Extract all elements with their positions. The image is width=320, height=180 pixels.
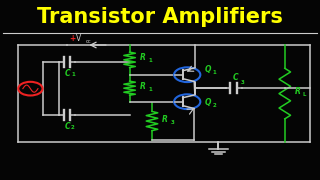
Text: R: R	[162, 115, 168, 124]
Text: C: C	[64, 122, 70, 131]
Text: C: C	[64, 69, 70, 78]
Text: 3: 3	[241, 80, 244, 85]
Text: Q: Q	[205, 98, 211, 107]
Text: R: R	[294, 87, 300, 96]
Text: 1: 1	[212, 70, 216, 75]
Text: R: R	[140, 53, 146, 62]
Text: C: C	[232, 73, 238, 82]
Text: 1: 1	[71, 72, 75, 77]
Text: cc: cc	[86, 39, 92, 44]
Text: 3: 3	[171, 120, 174, 125]
Text: +: +	[69, 34, 75, 43]
Text: L: L	[303, 92, 306, 97]
Text: 2: 2	[71, 125, 75, 130]
Text: R: R	[140, 82, 146, 91]
Text: 1: 1	[148, 58, 152, 63]
Text: 1: 1	[148, 87, 152, 92]
Text: Transistor Amplifiers: Transistor Amplifiers	[37, 7, 283, 27]
Text: Q: Q	[205, 65, 211, 74]
Text: 2: 2	[212, 103, 216, 108]
Text: V: V	[76, 34, 81, 43]
